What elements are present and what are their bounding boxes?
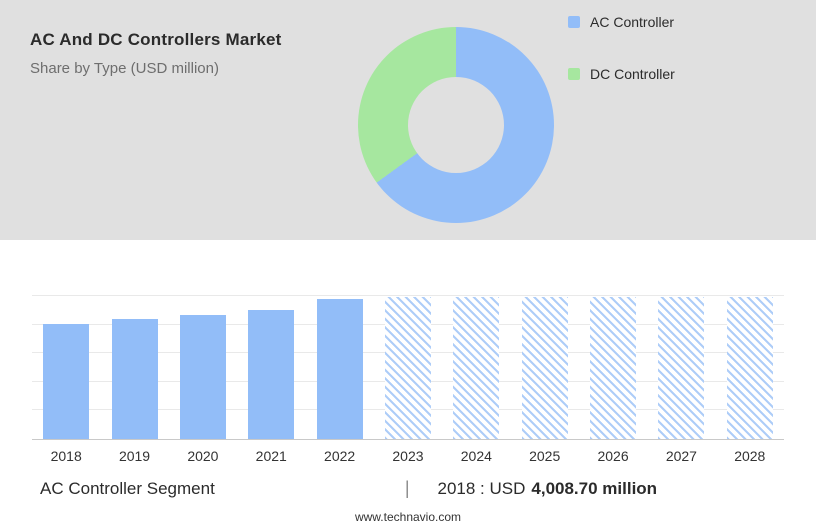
- x-axis-label-2023: 2023: [392, 448, 424, 464]
- page-subtitle: Share by Type (USD million): [30, 60, 219, 77]
- bar-2019: [111, 318, 158, 439]
- x-axis-label-2024: 2024: [460, 448, 492, 464]
- bar-slot-2018: [43, 296, 90, 439]
- title-block: AC And DC Controllers Market Share by Ty…: [30, 30, 282, 77]
- bar-slot-2027: [658, 296, 705, 439]
- x-axis-label-2021: 2021: [255, 448, 287, 464]
- x-axis-label-2025: 2025: [529, 448, 561, 464]
- x-axis-label-2018: 2018: [50, 448, 82, 464]
- chart-legend: AC Controller DC Controller: [568, 14, 675, 118]
- bar-slot-2021: [248, 296, 295, 439]
- legend-item-ac: AC Controller: [568, 14, 675, 30]
- bar-slot-2019: [111, 296, 158, 439]
- legend-label-ac: AC Controller: [590, 14, 675, 30]
- bars-container: [32, 296, 784, 439]
- x-axis-label-2022: 2022: [324, 448, 356, 464]
- x-axis-label-2026: 2026: [597, 448, 629, 464]
- bar-chart-x-axis: 2018 2019 2020 2021 2022 2023 2024 2025 2026 2027…: [32, 448, 784, 464]
- legend-label-dc: DC Controller: [590, 66, 675, 82]
- caption-separator: |: [404, 478, 410, 498]
- x-axis-label-2027: 2027: [665, 448, 697, 464]
- bar-slot-2023: [384, 296, 431, 439]
- bar-2018: [43, 324, 90, 439]
- legend-swatch-dc: [568, 68, 580, 80]
- bar-slot-2025: [521, 296, 568, 439]
- x-axis-label-2019: 2019: [118, 448, 151, 464]
- page-title: AC And DC Controllers Market: [30, 30, 282, 49]
- value-amount: 4,008.70 million: [531, 479, 658, 498]
- caption-row: AC Controller Segment | 2018 : USD 4,008…: [0, 478, 816, 499]
- bar-slot-2024: [453, 296, 500, 439]
- forecast-bar-2024: [453, 297, 500, 439]
- value-prefix: 2018 : USD: [437, 479, 526, 498]
- forecast-bar-2026: [590, 297, 637, 439]
- forecast-bar-2025: [521, 297, 568, 439]
- donut-ring: [358, 27, 554, 223]
- bar-2022: [316, 298, 363, 439]
- legend-item-dc: DC Controller: [568, 66, 675, 82]
- bar-slot-2028: [726, 296, 773, 439]
- gridline: [32, 295, 784, 296]
- bar-slot-2020: [179, 296, 226, 439]
- donut-chart: [358, 27, 554, 223]
- x-axis-label-2028: 2028: [734, 448, 766, 464]
- forecast-bar-2023: [384, 297, 431, 439]
- site-footer: www.technavio.com: [0, 508, 816, 526]
- segment-label: AC Controller Segment: [40, 479, 215, 498]
- bar-chart-plot: [32, 295, 784, 440]
- bar-2021: [248, 309, 295, 439]
- bar-slot-2022: [316, 296, 363, 439]
- website-link[interactable]: www.technavio.com: [354, 510, 462, 524]
- forecast-bar-2027: [658, 297, 705, 439]
- bar-chart-card: 2018 2019 2020 2021 2022 2023 2024 2025 2026 2027…: [10, 256, 806, 470]
- header-section: AC And DC Controllers Market Share by Ty…: [0, 0, 816, 240]
- forecast-bar-2028: [726, 297, 773, 439]
- x-axis-label-2020: 2020: [187, 448, 219, 464]
- bar-slot-2026: [590, 296, 637, 439]
- legend-swatch-ac: [568, 16, 580, 28]
- bar-2020: [179, 314, 226, 439]
